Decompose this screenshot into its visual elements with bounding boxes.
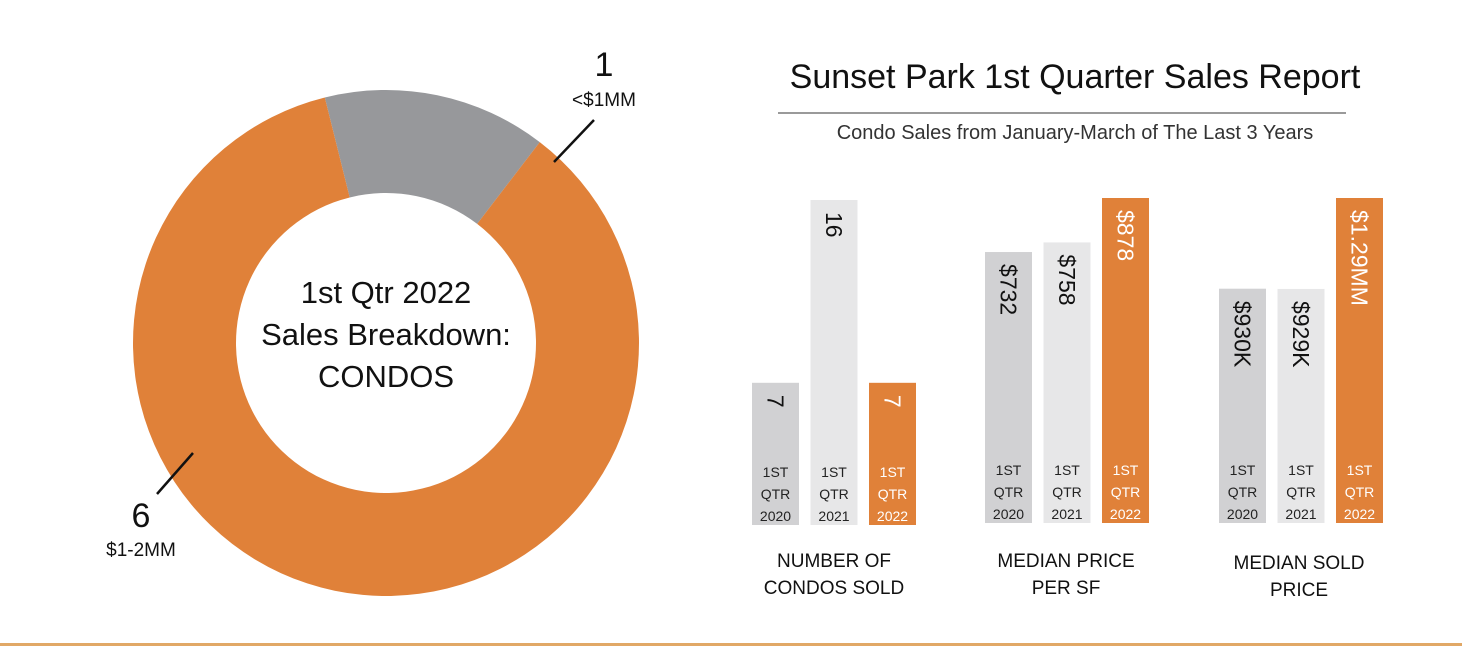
bar-category-label: 1ST	[1054, 462, 1080, 478]
bar-value-label: $732	[996, 264, 1022, 315]
group-label-line: NUMBER OF	[777, 551, 891, 572]
bar-category-label: QTR	[1228, 484, 1258, 500]
bar-category-label: QTR	[878, 486, 908, 502]
bar	[1336, 198, 1383, 523]
bar-category-label: 1ST	[1347, 462, 1373, 478]
bar-value-label: $929K	[1288, 301, 1314, 368]
donut-slice-1	[133, 97, 640, 596]
slice-category-label: <$1MM	[572, 90, 636, 111]
bar-category-label: QTR	[1345, 484, 1375, 500]
bar	[1277, 288, 1325, 523]
bar-value-label: 7	[763, 395, 789, 408]
donut-slice-0	[324, 90, 540, 224]
bottom-divider	[0, 643, 1462, 646]
bar-category-label: 1ST	[1230, 462, 1256, 478]
bar-charts: 7 1ST QTR 2020 16 1ST QTR 2021 7 1ST QTR 2022 $732 1S…	[752, 198, 1383, 525]
bar-value-label: $1.29MM	[1347, 210, 1373, 306]
slice-category-label: $1-2MM	[106, 540, 176, 561]
bar-category-label: 2021	[1285, 506, 1316, 522]
bar	[985, 252, 1032, 523]
donut-center-line-3: CONDOS	[317, 359, 455, 394]
group-label-line: PER SF	[1031, 578, 1101, 599]
donut-center-label: 1st Qtr 2022 Sales Breakdown: CONDOS	[236, 272, 536, 398]
group-label-line: MEDIAN SOLD	[1233, 553, 1365, 574]
leader-line-large-slice	[156, 452, 194, 495]
slice-value-label: 1	[595, 46, 614, 84]
bar-value-label: $930K	[1230, 301, 1256, 368]
bar-category-label: QTR	[761, 486, 791, 502]
bar	[752, 382, 799, 525]
bar	[810, 200, 858, 525]
bar-category-label: 1ST	[763, 464, 789, 480]
bar-category-label: QTR	[1111, 484, 1141, 500]
bar	[1219, 288, 1266, 523]
bar-category-label: 1ST	[1113, 462, 1139, 478]
report-subtitle: Condo Sales from January-March of The La…	[836, 122, 1314, 144]
donut-center-line-2: Sales Breakdown:	[261, 317, 511, 352]
bar-category-label: 1ST	[821, 464, 847, 480]
bar-category-label: 1ST	[1288, 462, 1314, 478]
bar-category-label: 2020	[993, 506, 1024, 522]
bar-category-label: 1ST	[880, 464, 906, 480]
title-divider	[778, 112, 1346, 114]
bar-category-label: 2022	[1110, 506, 1141, 522]
bar	[1102, 198, 1149, 523]
leader-line-small-slice	[553, 119, 595, 163]
bar-category-label: QTR	[819, 486, 849, 502]
bar-category-label: 1ST	[996, 462, 1022, 478]
bar-category-label: QTR	[1286, 484, 1316, 500]
group-label-sold-price: MEDIAN SOLD PRICE	[1189, 550, 1409, 604]
bar-value-label: 7	[880, 395, 906, 408]
group-label-line: MEDIAN PRICE	[997, 551, 1135, 572]
bar-category-label: 2022	[1344, 506, 1375, 522]
donut-center-line-1: 1st Qtr 2022	[300, 275, 472, 310]
group-label-line: CONDOS SOLD	[763, 578, 905, 599]
bar-value-label: $878	[1113, 210, 1139, 261]
bar	[869, 382, 916, 525]
bar-value-label: $758	[1054, 254, 1080, 305]
group-label-condos-sold: NUMBER OF CONDOS SOLD	[724, 548, 944, 602]
bar	[1043, 242, 1091, 523]
bar-category-label: 2020	[1227, 506, 1258, 522]
slice-value-label: 6	[132, 497, 151, 535]
group-label-line: PRICE	[1269, 580, 1329, 601]
bar-category-label: 2021	[1051, 506, 1082, 522]
bar-category-label: 2022	[877, 508, 908, 524]
group-label-price-per-sf: MEDIAN PRICE PER SF	[956, 548, 1176, 602]
bar-value-label: 16	[821, 212, 847, 238]
donut-chart: 1 <$1MM 6 $1-2MM	[106, 46, 640, 596]
bar-category-label: QTR	[1052, 484, 1082, 500]
report-title: Sunset Park 1st Quarter Sales Report	[789, 58, 1361, 96]
bar-category-label: QTR	[994, 484, 1024, 500]
bar-category-label: 2020	[760, 508, 791, 524]
bar-category-label: 2021	[818, 508, 849, 524]
